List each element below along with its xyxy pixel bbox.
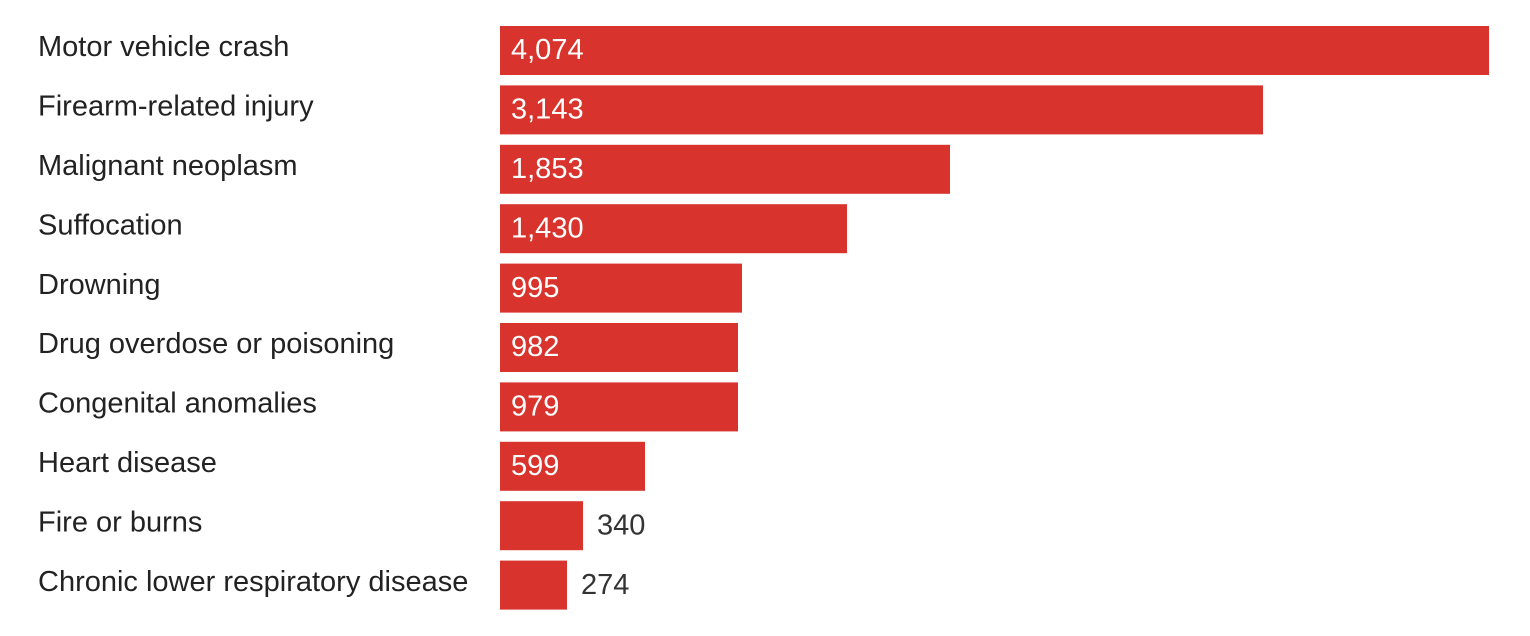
category-label: Motor vehicle crash — [38, 31, 289, 63]
value-label: 599 — [511, 450, 559, 482]
bar — [500, 441, 645, 491]
bars — [500, 26, 1489, 610]
value-label: 4,074 — [511, 34, 584, 66]
category-label: Drowning — [38, 269, 161, 301]
category-label: Malignant neoplasm — [38, 150, 298, 182]
category-label: Fire or burns — [38, 506, 202, 538]
value-label: 274 — [581, 569, 629, 601]
value-label: 1,853 — [511, 153, 584, 185]
category-label: Chronic lower respiratory disease — [38, 566, 468, 598]
value-label: 1,430 — [511, 212, 584, 244]
category-label: Drug overdose or poisoning — [38, 328, 394, 360]
bar — [500, 323, 738, 372]
category-label: Firearm-related injury — [38, 91, 314, 123]
bar — [500, 204, 847, 254]
bar — [500, 144, 950, 194]
category-label: Congenital anomalies — [38, 388, 317, 420]
bar — [500, 382, 738, 432]
bar — [500, 263, 742, 313]
value-label: 982 — [511, 331, 559, 363]
category-labels: Motor vehicle crash Firearm-related injur… — [38, 31, 468, 598]
value-labels: 4,074 3,143 1,853 1,430 995 982 979 599 340 274 — [511, 34, 645, 601]
value-label: 3,143 — [511, 94, 584, 126]
bar — [500, 26, 1489, 75]
bar — [500, 560, 567, 610]
bar — [500, 501, 583, 551]
value-label: 995 — [511, 272, 559, 304]
category-label: Heart disease — [38, 447, 217, 479]
bar — [500, 85, 1263, 135]
category-label: Suffocation — [38, 209, 183, 241]
value-label: 979 — [511, 391, 559, 423]
value-label: 340 — [597, 509, 645, 541]
